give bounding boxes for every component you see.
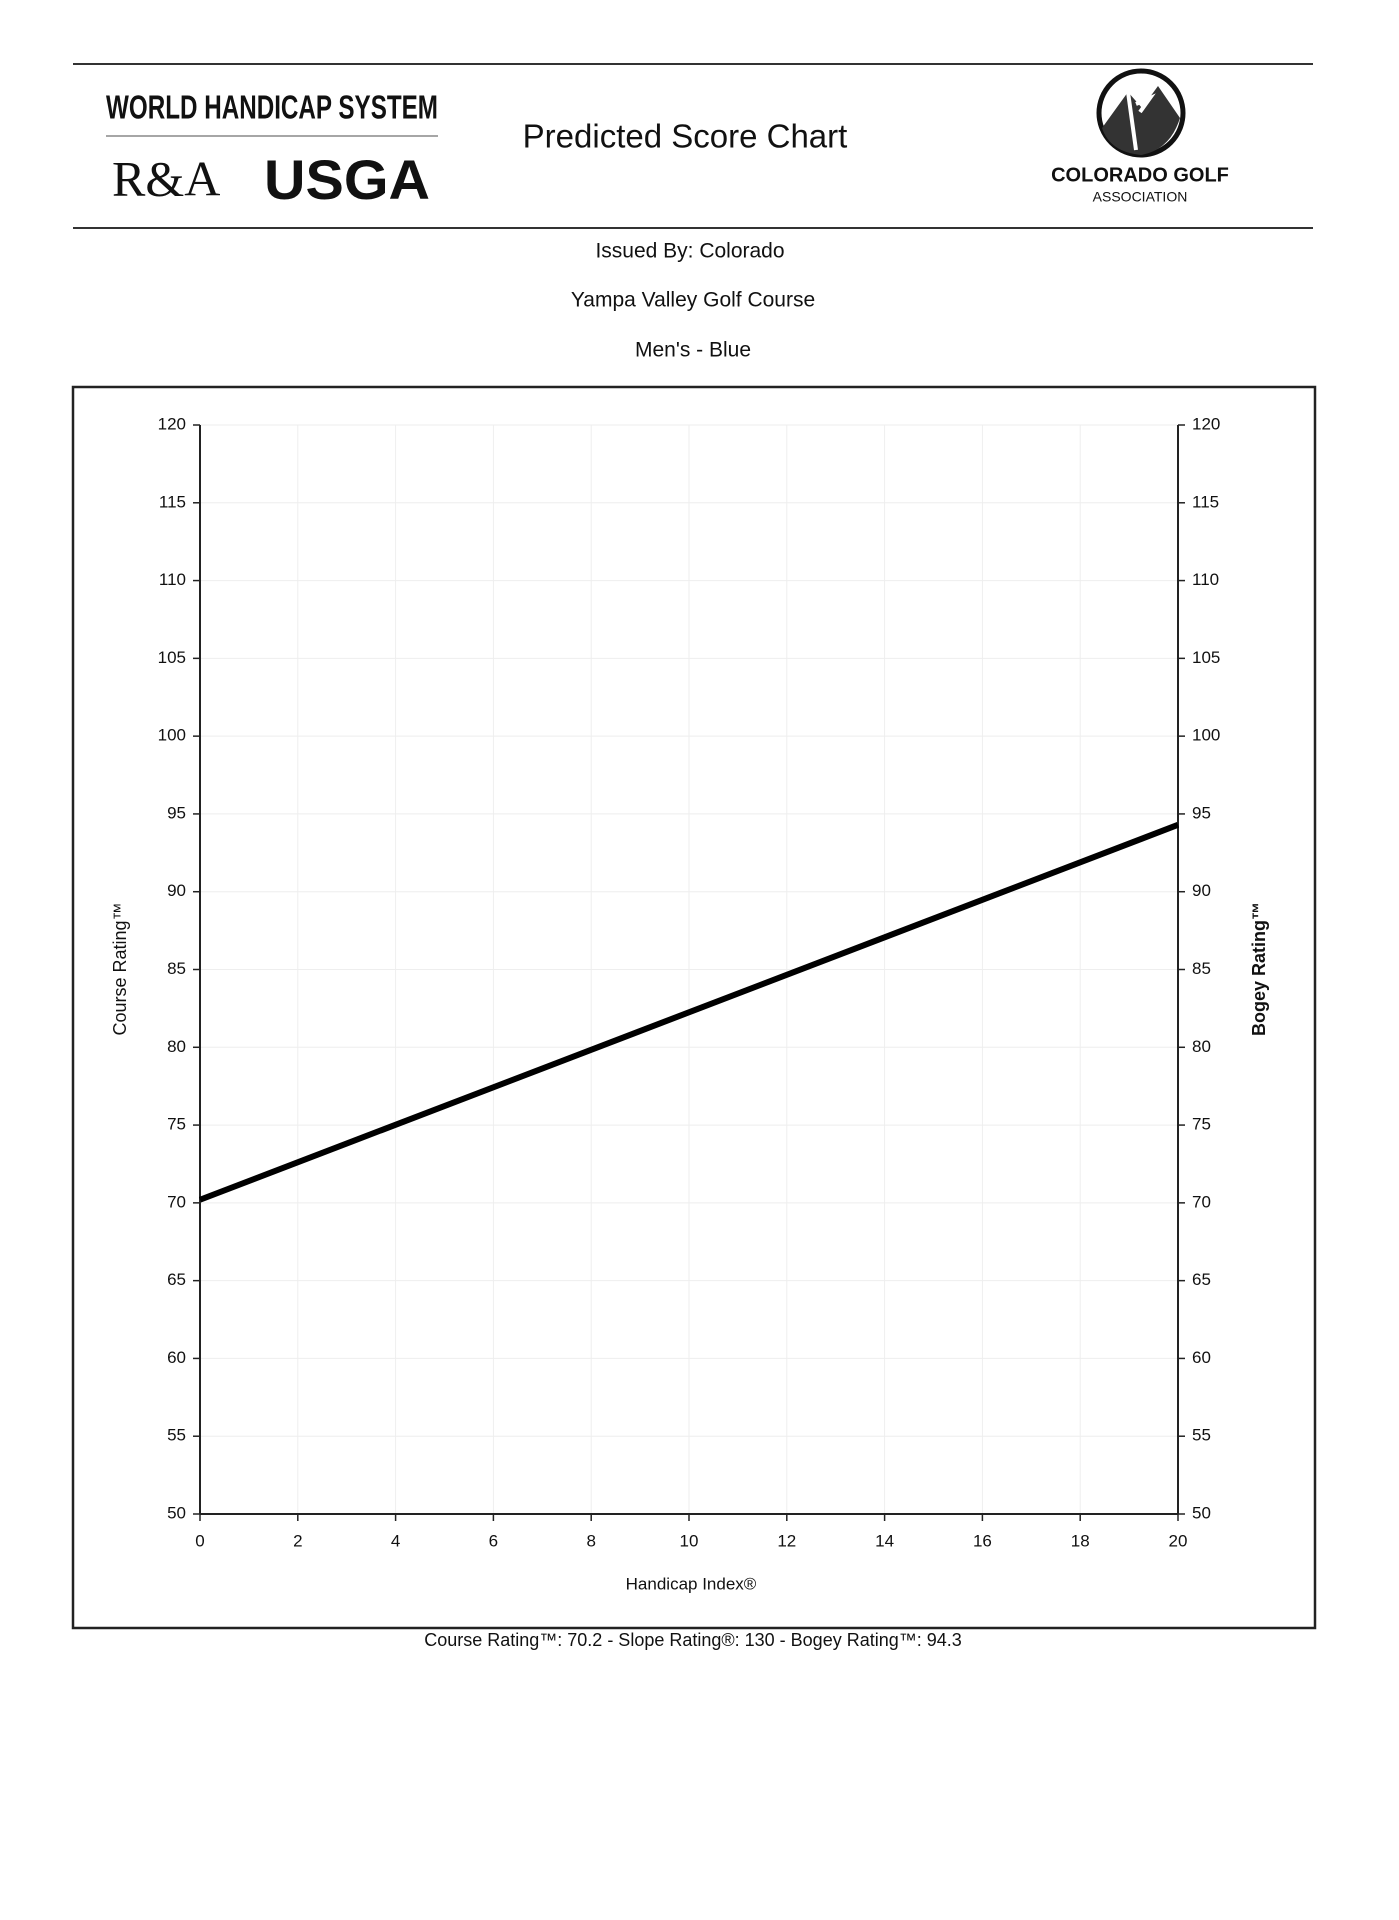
y-tick-label: 80 [167,1037,186,1056]
y-tick-label: 85 [167,959,186,978]
y-tick-label: 60 [167,1348,186,1367]
association-sub: ASSOCIATION [1093,189,1188,205]
y-tick-label: 55 [167,1426,186,1445]
y-tick-label: 110 [159,570,186,589]
y2-tick-label: 65 [1192,1270,1211,1289]
y2-tick-label: 60 [1192,1348,1211,1367]
x-tick-label: 18 [1071,1531,1090,1550]
y2-tick-label: 50 [1192,1503,1211,1522]
y-tick-label: 70 [167,1192,186,1211]
system-logo: WORLD HANDICAP SYSTEM [106,89,438,126]
issued-by: Issued By: Colorado [595,240,784,263]
y2-tick-label: 75 [1192,1115,1211,1134]
x-tick-label: 4 [391,1531,400,1550]
y2-tick-label: 120 [1192,414,1220,433]
y-tick-label: 65 [167,1270,186,1289]
y-tick-label: 100 [158,726,186,745]
y2-tick-label: 80 [1192,1037,1211,1056]
x-tick-label: 2 [293,1531,302,1550]
x-tick-label: 8 [586,1531,595,1550]
y2-tick-label: 70 [1192,1192,1211,1211]
ra-logo: R&A [112,150,220,206]
y-tick-label: 95 [167,803,186,822]
y2-tick-label: 95 [1192,803,1211,822]
y2-tick-label: 90 [1192,881,1211,900]
usga-logo: USGA [264,148,430,211]
x-tick-label: 10 [680,1531,699,1550]
y-tick-label: 115 [159,492,186,511]
y-tick-label: 75 [167,1115,186,1134]
y-tick-label: 50 [167,1503,186,1522]
y2-tick-label: 110 [1192,570,1219,589]
chart-frame [71,385,1317,1630]
score-line [198,822,1180,1203]
course-name: Yampa Valley Golf Course [571,289,815,312]
y-tick-label: 105 [158,648,186,667]
y-tick-label: 120 [158,414,186,433]
x-axis-label: Handicap Index® [626,1574,757,1593]
x-tick-label: 6 [489,1531,498,1550]
y-tick-label: 90 [167,881,186,900]
x-tick-label: 0 [195,1531,204,1550]
footer-note: Course Rating™: 70.2 - Slope Rating®: 13… [424,1630,962,1650]
y2-tick-label: 100 [1192,726,1220,745]
y2-tick-label: 105 [1192,648,1220,667]
x-tick-label: 20 [1169,1531,1188,1550]
y-axis-label: Course Rating™ [110,902,130,1035]
page-title: Predicted Score Chart [523,118,848,155]
y2-tick-label: 55 [1192,1426,1211,1445]
association-icon [1096,68,1186,158]
y2-tick-label: 85 [1192,959,1211,978]
x-tick-label: 16 [973,1531,992,1550]
plot: 0 2 4 6 8 10 12 14 16 18 2050556065707580859095100… [158,414,1221,1550]
x-tick-label: 14 [875,1531,894,1550]
tee-name: Men's - Blue [635,339,751,362]
y2-axis-label: Bogey Rating™ [1249,902,1269,1036]
y2-tick-label: 115 [1192,492,1219,511]
association-name: COLORADO GOLF [1051,164,1229,186]
x-tick-label: 12 [777,1531,796,1550]
